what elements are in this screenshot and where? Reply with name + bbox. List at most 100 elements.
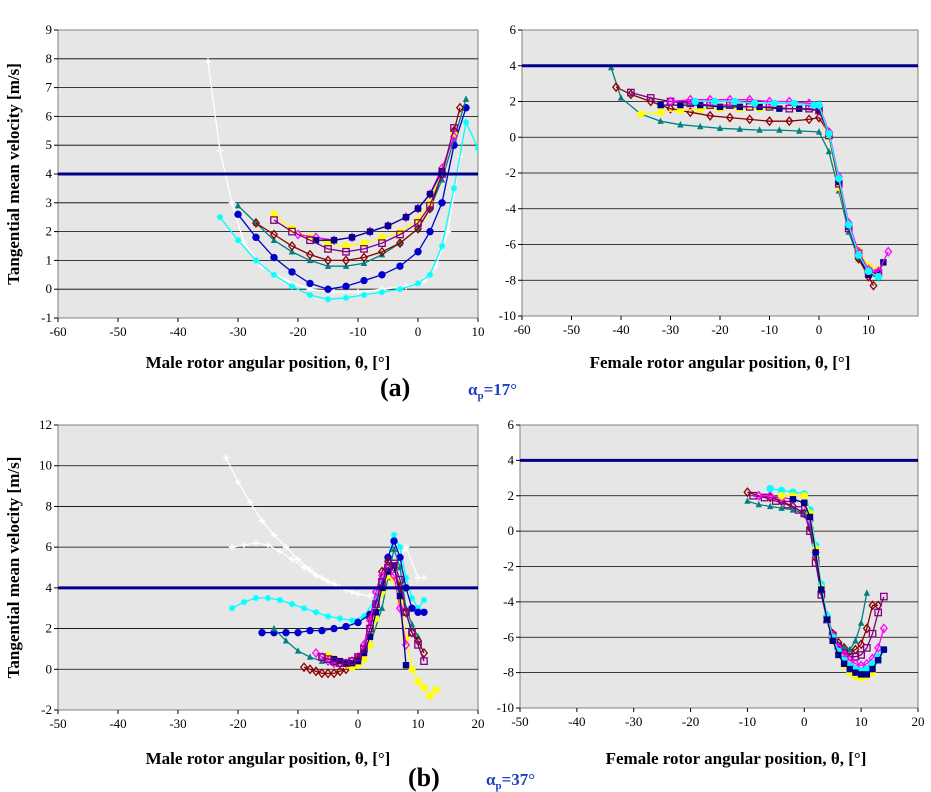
x-tick-label: -10 [739, 714, 756, 729]
data-point [276, 548, 284, 555]
data-point [414, 605, 422, 612]
data-point [426, 201, 434, 210]
data-point [743, 487, 752, 498]
x-tick-label: 0 [415, 324, 422, 339]
data-point [306, 236, 314, 245]
y-tick-label: 1 [46, 252, 53, 267]
data-point [234, 478, 242, 486]
data-point [754, 490, 763, 501]
data-point [342, 294, 350, 302]
data-point [852, 669, 859, 676]
data-point [288, 556, 296, 563]
data-point [617, 94, 625, 101]
data-point [288, 283, 296, 290]
data-point [240, 239, 248, 247]
y-tick-label: -6 [505, 237, 516, 252]
y-tick-label: 4 [46, 166, 53, 181]
data-point [252, 233, 260, 242]
data-point [311, 666, 321, 677]
data-point [378, 271, 386, 279]
x-tick-label: 10 [412, 716, 425, 731]
y-tick-label: 4 [510, 58, 517, 73]
data-point [414, 280, 422, 287]
x-tick-label: 0 [816, 322, 823, 337]
data-point [288, 600, 296, 608]
data-point [745, 114, 754, 125]
data-point [857, 651, 865, 659]
x-tick-label: -20 [289, 324, 306, 339]
data-point [420, 683, 428, 692]
data-point [234, 201, 242, 209]
data-point [716, 103, 724, 111]
series-2 [216, 118, 478, 303]
caption-b-value: =37° [502, 770, 536, 789]
data-point [240, 541, 248, 549]
data-point [750, 99, 759, 107]
data-point [706, 110, 715, 121]
data-point [766, 502, 774, 510]
data-point [862, 644, 871, 652]
data-point [426, 190, 434, 198]
data-point [857, 639, 866, 650]
data-point [300, 605, 308, 612]
data-point [366, 624, 374, 633]
caption-a-sub: p [478, 390, 484, 402]
data-point [258, 517, 266, 524]
data-point [846, 645, 853, 653]
data-point [354, 618, 362, 627]
x-tick-label: -50 [511, 714, 528, 729]
data-point [835, 651, 842, 659]
data-point [801, 499, 808, 507]
data-point [360, 645, 368, 653]
data-point [390, 562, 398, 569]
data-point [854, 251, 863, 259]
data-point [414, 248, 422, 256]
y-tick-label: 6 [46, 108, 53, 123]
data-point [789, 506, 797, 513]
data-point [300, 564, 308, 571]
data-point [744, 497, 751, 504]
data-point [823, 616, 831, 623]
data-point [282, 543, 290, 551]
data-point [342, 622, 350, 631]
data-point [305, 664, 315, 675]
data-point [317, 668, 327, 679]
y-tick-label: 0 [508, 523, 515, 538]
data-point [419, 647, 429, 659]
x-tick-label: -40 [612, 322, 629, 337]
data-point [697, 101, 704, 109]
data-point [455, 102, 465, 113]
data-point [372, 609, 380, 616]
data-point [862, 623, 871, 634]
data-point [778, 504, 785, 511]
data-point [414, 641, 422, 649]
y-tick-label: -4 [503, 594, 514, 609]
x-tick-label: -60 [49, 324, 66, 339]
data-point [354, 590, 362, 598]
x-tick-label: -40 [109, 716, 126, 731]
data-point [706, 94, 715, 105]
data-point [396, 592, 404, 600]
data-point [868, 600, 877, 611]
data-point [336, 657, 344, 665]
y-tick-label: 0 [46, 661, 53, 676]
data-point [677, 101, 684, 109]
data-point [378, 577, 386, 586]
y-tick-label: 2 [510, 94, 517, 109]
x-axis-title: Female rotor angular position, θ, [°] [606, 749, 867, 768]
data-point [657, 117, 664, 124]
caption-b-letter: (b) [408, 763, 440, 792]
data-point [840, 644, 848, 651]
series-3 [234, 104, 470, 293]
data-point [462, 118, 470, 126]
data-point [408, 604, 416, 612]
y-tick-label: 5 [46, 137, 53, 152]
data-point [402, 543, 410, 551]
y-tick-label: 2 [46, 621, 53, 636]
data-point [812, 549, 819, 556]
data-point [777, 492, 786, 500]
x-tick-label: -20 [682, 714, 699, 729]
x-tick-label: 10 [472, 324, 485, 339]
y-tick-label: 4 [508, 452, 515, 467]
